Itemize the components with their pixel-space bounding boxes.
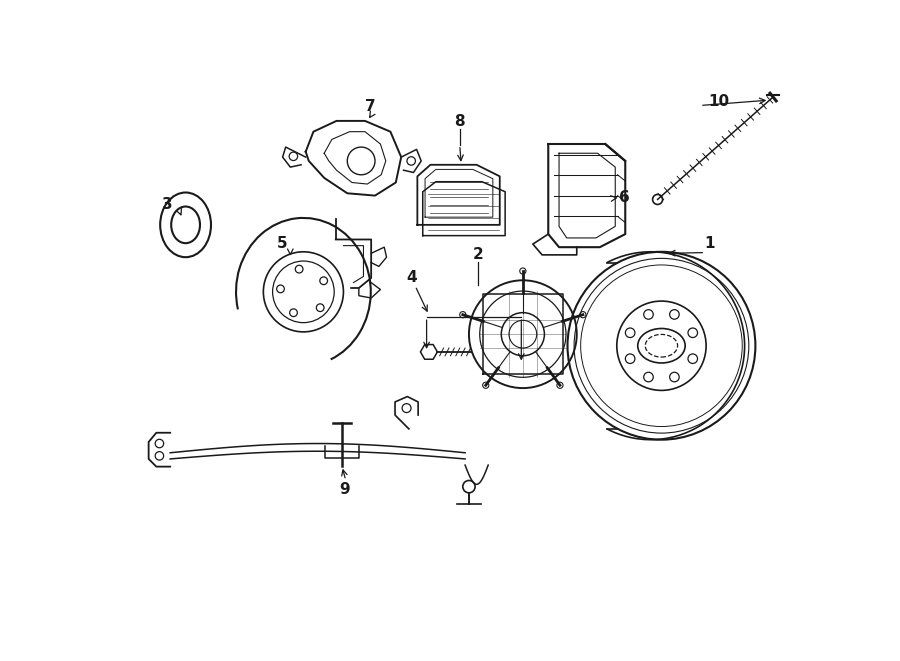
Text: 4: 4: [406, 270, 417, 286]
Text: 5: 5: [277, 236, 288, 251]
Text: 6: 6: [619, 190, 630, 205]
Text: 3: 3: [162, 198, 173, 212]
Text: 1: 1: [704, 236, 715, 251]
Text: 9: 9: [339, 483, 349, 497]
Text: 2: 2: [472, 247, 483, 262]
Text: 10: 10: [708, 94, 730, 109]
Text: 7: 7: [365, 98, 375, 114]
Text: 8: 8: [454, 114, 465, 129]
